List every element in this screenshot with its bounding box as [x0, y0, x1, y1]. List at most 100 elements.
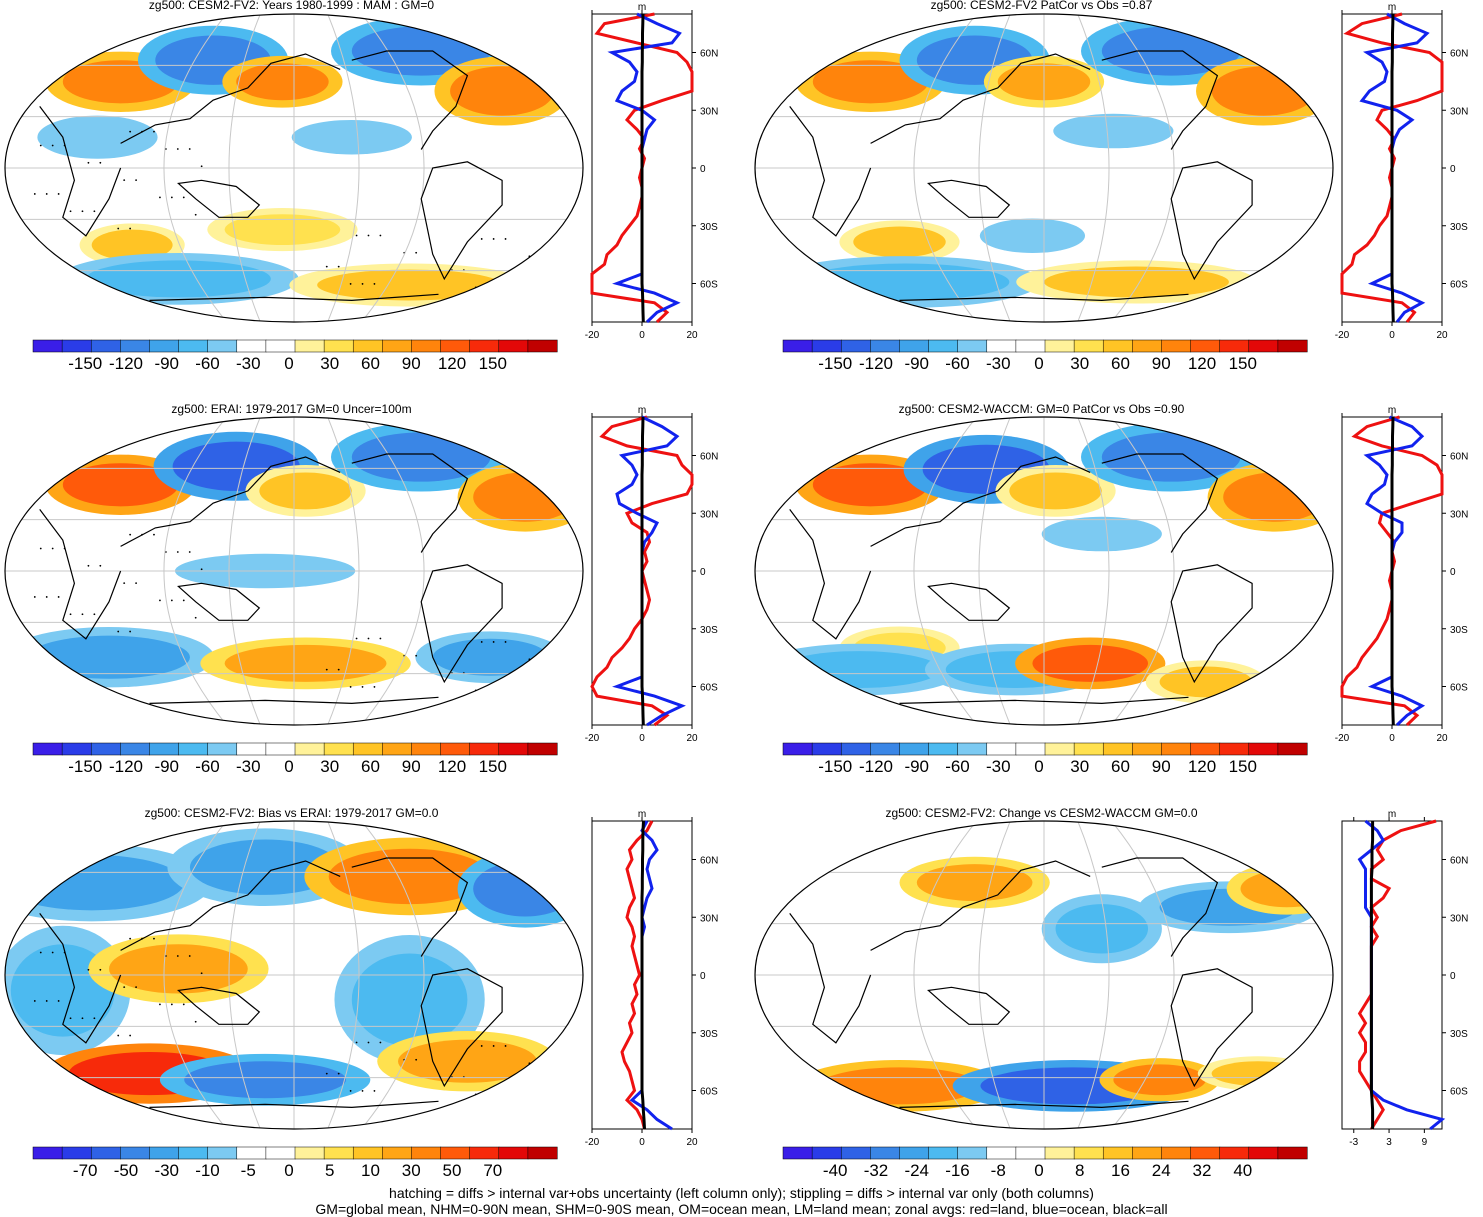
- zonal-all-line: [640, 13, 645, 323]
- colorbar-tick-label: 150: [479, 757, 507, 776]
- zonal-plot: m -3 3 9 60N 30N 0 30S 60S: [1341, 809, 1468, 1148]
- map-field: [5, 14, 583, 322]
- contour-region: [1240, 870, 1333, 908]
- colorbar-swatch: [870, 1146, 900, 1160]
- colorbar-swatch: [527, 1146, 558, 1160]
- zonal-plot: m -20 0 20 60N 30N 0 30S 60S: [1335, 405, 1469, 744]
- contour-region: [853, 226, 946, 258]
- colorbar-swatch: [90, 1146, 121, 1160]
- colorbar-tick-label: 90: [1152, 757, 1171, 776]
- colorbar-swatch: [440, 339, 471, 353]
- contour-region: [1055, 904, 1149, 954]
- colorbar-tick-label: -32: [864, 1161, 889, 1180]
- colorbar-swatch: [1132, 1146, 1162, 1160]
- colorbar-swatch: [207, 339, 238, 353]
- colorbar-swatch: [352, 339, 383, 353]
- map-field: [755, 14, 1333, 322]
- zonal-y-tick-label: 60S: [1450, 280, 1468, 291]
- zonal-x-tick-label: 20: [686, 330, 698, 341]
- colorbar-swatch: [899, 339, 930, 353]
- zonal-plot: m -20 0 20 60N 30N 0 30S 60S: [585, 809, 719, 1148]
- footnote-line-2: GM=global mean, NHM=0-90N mean, SHM=0-90…: [315, 1201, 1168, 1217]
- zonal-y-tick-label: 30S: [1450, 1029, 1468, 1040]
- colorbar-tick-label: -50: [114, 1161, 139, 1180]
- colorbar-tick-label: -60: [945, 354, 970, 373]
- zonal-x-tick-label: 0: [1389, 330, 1395, 341]
- zonal-y-tick-label: 0: [700, 971, 706, 982]
- colorbar-swatch: [899, 1146, 930, 1160]
- colorbar-tick-label: 30: [320, 757, 339, 776]
- colorbar-tick-label: 60: [361, 757, 380, 776]
- colorbar-swatch: [265, 339, 296, 353]
- zonal-y-tick-label: 30S: [1450, 625, 1468, 636]
- zonal-x-tick-label: 0: [639, 330, 645, 341]
- colorbar-tick-label: -90: [904, 354, 929, 373]
- zonal-x-tick-label: -20: [1335, 733, 1350, 744]
- graticule: [5, 417, 583, 725]
- contour-region: [778, 651, 940, 689]
- contour-region: [812, 60, 929, 104]
- colorbar-swatch: [498, 742, 529, 756]
- colorbar-tick-label: -60: [195, 757, 220, 776]
- colorbar-swatch: [1132, 339, 1162, 353]
- contour-region: [85, 260, 271, 298]
- panel-title: zg500: CESM2-FV2: Bias vs ERAI: 1979-201…: [144, 806, 439, 820]
- colorbar-swatch: [527, 742, 558, 756]
- colorbar-tick-label: 120: [438, 757, 466, 776]
- colorbar-swatch: [149, 742, 180, 756]
- contour-region: [450, 66, 555, 116]
- zonal-plot: m -20 0 20 60N 30N 0 30S 60S: [585, 405, 719, 744]
- colorbar-tick-label: -90: [154, 354, 179, 373]
- colorbar: [782, 1146, 1308, 1160]
- colorbar-tick-label: -120: [859, 757, 893, 776]
- colorbar-swatch: [527, 339, 558, 353]
- colorbar-tick-label: -5: [241, 1161, 256, 1180]
- colorbar-swatch: [352, 742, 383, 756]
- colorbar-swatch: [1015, 1146, 1046, 1160]
- zonal-y-tick-label: 60S: [1450, 1087, 1468, 1098]
- footnote-line-1: hatching = diffs > internal var+obs unce…: [389, 1185, 1094, 1201]
- map-border: [4, 416, 584, 726]
- contour-region: [62, 463, 179, 507]
- colorbar-tick-label: -30: [236, 757, 261, 776]
- colorbar-swatch: [811, 742, 842, 756]
- colorbar-swatch: [149, 1146, 180, 1160]
- colorbar-swatch: [32, 339, 63, 353]
- colorbar-swatch: [1161, 742, 1192, 756]
- colorbar-swatch: [1248, 742, 1279, 756]
- colorbar-swatch: [1161, 339, 1192, 353]
- zonal-x-tick-label: -3: [1349, 1137, 1358, 1148]
- colorbar-tick-label: 120: [438, 354, 466, 373]
- colorbar: [32, 1146, 558, 1160]
- zonal-all-line: [640, 416, 645, 726]
- contour-region: [916, 864, 1033, 902]
- zonal-y-tick-label: 30N: [1450, 509, 1468, 520]
- colorbar-tick-label: -60: [945, 757, 970, 776]
- colorbar-swatch: [1277, 1146, 1308, 1160]
- contour-region: [91, 229, 173, 261]
- zonal-y-tick-label: 30N: [700, 913, 718, 924]
- colorbar-swatch: [294, 1146, 325, 1160]
- zonal-x-tick-label: 20: [686, 1137, 698, 1148]
- colorbar-swatch: [1190, 742, 1221, 756]
- colorbar-swatch: [236, 742, 267, 756]
- colorbar-tick-label: -16: [945, 1161, 970, 1180]
- map-svg: -150 -120 -90 -60 -30 0 30 60 90 120 150 m -20 0 20 60N…: [754, 2, 1468, 373]
- colorbar-tick-label: 150: [1229, 757, 1257, 776]
- colorbar-tick-label: 16: [1111, 1161, 1130, 1180]
- zonal-units: m: [1388, 405, 1396, 416]
- colorbar-tick-label: 5: [325, 1161, 334, 1180]
- zonal-units: m: [638, 809, 646, 820]
- colorbar-tick-label: 90: [402, 354, 421, 373]
- colorbar-swatch: [469, 742, 500, 756]
- colorbar-tick-label: 30: [1070, 757, 1089, 776]
- colorbar-swatch: [294, 339, 325, 353]
- colorbar-swatch: [382, 1146, 412, 1160]
- coastlines: [789, 453, 1253, 705]
- graticule: [755, 417, 1333, 725]
- contour-region: [5, 854, 185, 911]
- contour-region: [1113, 1064, 1206, 1096]
- zonal-units: m: [638, 2, 646, 13]
- colorbar-swatch: [1161, 1146, 1192, 1160]
- contour-region: [801, 263, 1010, 301]
